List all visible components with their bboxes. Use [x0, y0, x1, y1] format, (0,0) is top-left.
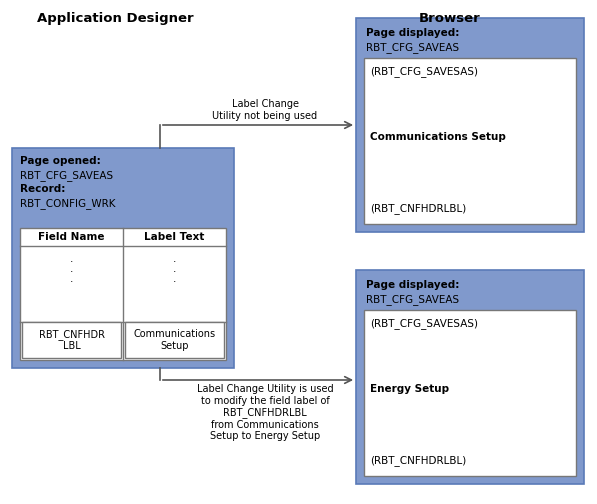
Text: .: .	[173, 264, 176, 274]
Text: Application Designer: Application Designer	[36, 12, 193, 25]
Text: RBT_CFG_SAVEAS: RBT_CFG_SAVEAS	[366, 294, 459, 305]
Text: Energy Setup: Energy Setup	[370, 384, 449, 394]
Text: .: .	[173, 274, 176, 284]
Text: RBT_CNFHDR
LBL: RBT_CNFHDR LBL	[38, 329, 104, 351]
Text: .: .	[70, 264, 73, 274]
FancyBboxPatch shape	[125, 322, 224, 358]
FancyBboxPatch shape	[12, 148, 234, 368]
Text: (RBT_CFG_SAVESAS): (RBT_CFG_SAVESAS)	[370, 66, 478, 77]
Text: .: .	[173, 254, 176, 264]
FancyBboxPatch shape	[364, 58, 576, 224]
Text: Page displayed:: Page displayed:	[366, 280, 459, 290]
Text: Label Text: Label Text	[144, 232, 205, 242]
FancyBboxPatch shape	[364, 310, 576, 476]
Text: Communications Setup: Communications Setup	[370, 132, 506, 142]
Text: RBT_CONFIG_WRK: RBT_CONFIG_WRK	[20, 198, 115, 209]
Text: Browser: Browser	[419, 12, 481, 25]
FancyBboxPatch shape	[356, 270, 584, 484]
Text: Page opened:: Page opened:	[20, 156, 101, 166]
Text: (RBT_CNFHDRLBL): (RBT_CNFHDRLBL)	[370, 203, 466, 214]
Text: RBT_CFG_SAVEAS: RBT_CFG_SAVEAS	[20, 170, 113, 181]
Text: .: .	[70, 254, 73, 264]
Text: (RBT_CNFHDRLBL): (RBT_CNFHDRLBL)	[370, 455, 466, 466]
Text: RBT_CFG_SAVEAS: RBT_CFG_SAVEAS	[366, 42, 459, 53]
Text: Record:: Record:	[20, 184, 66, 194]
FancyBboxPatch shape	[20, 228, 226, 360]
Text: Page displayed:: Page displayed:	[366, 28, 459, 38]
Text: Communications
Setup: Communications Setup	[134, 329, 216, 351]
Text: Label Change Utility is used
to modify the field label of
RBT_CNFHDRLBL
from Com: Label Change Utility is used to modify t…	[196, 384, 333, 442]
Text: Field Name: Field Name	[38, 232, 104, 242]
Text: (RBT_CFG_SAVESAS): (RBT_CFG_SAVESAS)	[370, 318, 478, 329]
Text: .: .	[70, 274, 73, 284]
Text: Label Change
Utility not being used: Label Change Utility not being used	[213, 99, 318, 121]
FancyBboxPatch shape	[356, 18, 584, 232]
FancyBboxPatch shape	[22, 322, 121, 358]
